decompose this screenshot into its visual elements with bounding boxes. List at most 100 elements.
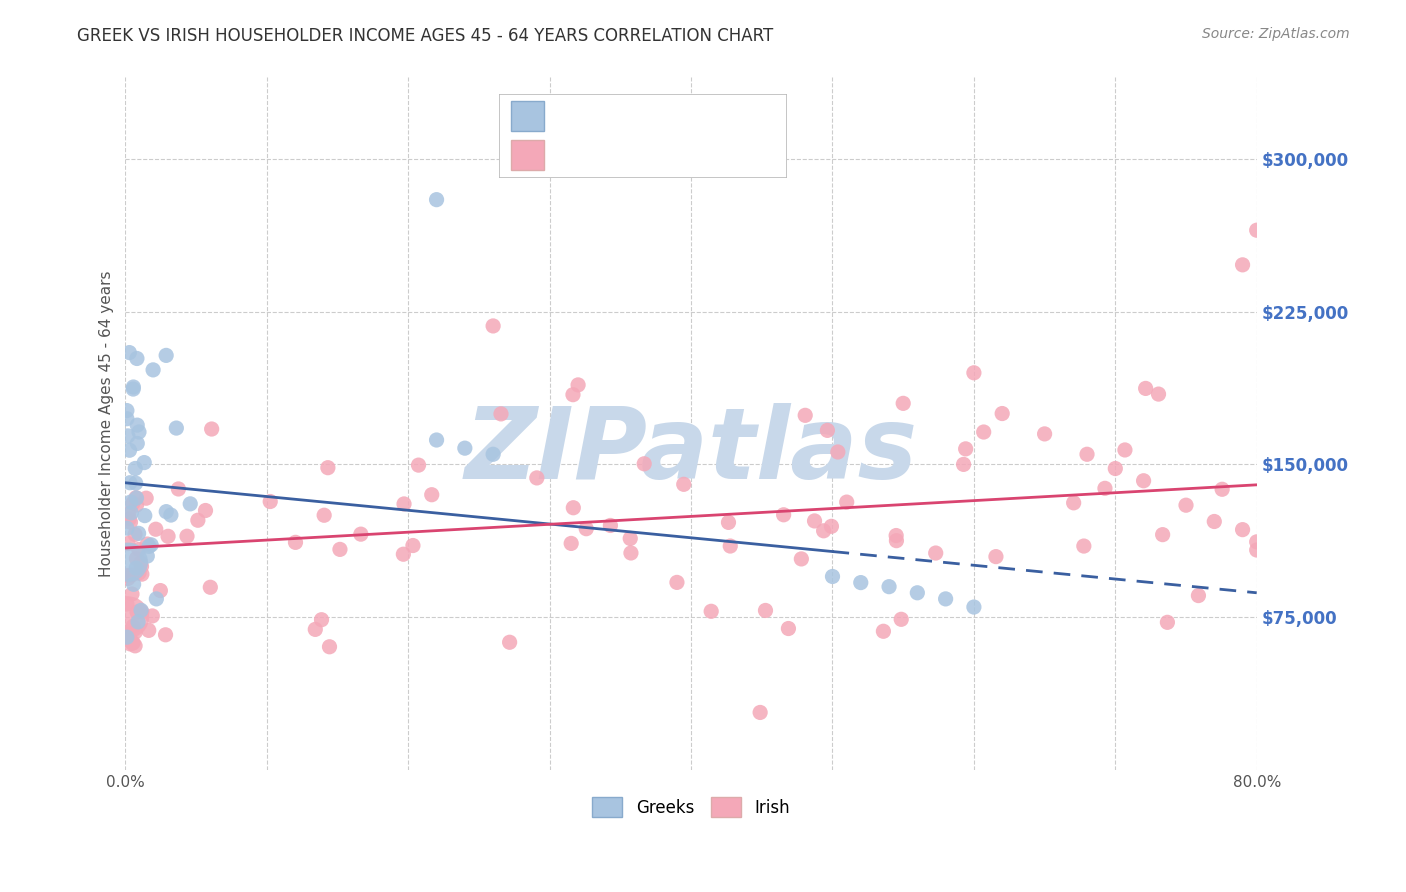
Point — [128, 542, 150, 557]
Point — [115, 597, 138, 611]
Point — [620, 546, 643, 560]
Point — [125, 491, 148, 505]
Point — [157, 529, 180, 543]
Point — [815, 423, 838, 437]
Point — [952, 458, 974, 472]
Point — [311, 613, 333, 627]
Point — [599, 518, 621, 533]
FancyBboxPatch shape — [510, 102, 544, 131]
Point — [136, 549, 159, 563]
Point — [1132, 474, 1154, 488]
Point — [498, 635, 520, 649]
Point — [1274, 270, 1296, 285]
Point — [392, 497, 415, 511]
Point — [167, 482, 190, 496]
Point — [115, 521, 138, 535]
Point — [120, 637, 142, 651]
Point — [905, 586, 928, 600]
Point — [1386, 604, 1406, 618]
Point — [849, 575, 872, 590]
Point — [1204, 515, 1226, 529]
Point — [122, 382, 145, 396]
Point — [1274, 555, 1296, 569]
Point — [1114, 442, 1136, 457]
Point — [136, 537, 159, 551]
Point — [138, 624, 160, 638]
Text: R =: R = — [554, 147, 588, 162]
Point — [1232, 258, 1254, 272]
Point — [125, 561, 148, 575]
Point — [121, 587, 143, 601]
Point — [1033, 426, 1056, 441]
Point — [1152, 527, 1174, 541]
Text: ZIPatlas: ZIPatlas — [464, 403, 918, 500]
Point — [141, 538, 163, 552]
Point — [122, 496, 145, 510]
Point — [125, 498, 148, 512]
Point — [121, 568, 143, 582]
Point — [125, 551, 148, 566]
Point — [155, 348, 177, 362]
Point — [179, 497, 201, 511]
Text: R =: R = — [554, 108, 588, 123]
Text: Source: ZipAtlas.com: Source: ZipAtlas.com — [1202, 27, 1350, 41]
Point — [124, 624, 146, 639]
Point — [891, 396, 914, 410]
Point — [820, 519, 842, 533]
Point — [1156, 615, 1178, 630]
Point — [813, 524, 835, 538]
Point — [803, 514, 825, 528]
Point — [489, 407, 512, 421]
Text: N =: N = — [672, 108, 706, 123]
Point — [973, 425, 995, 439]
Point — [145, 591, 167, 606]
Point — [482, 318, 505, 333]
Point — [127, 418, 149, 433]
Point — [408, 458, 430, 472]
Point — [562, 387, 585, 401]
Point — [886, 533, 908, 548]
Point — [872, 624, 894, 639]
Point — [454, 441, 477, 455]
Point — [884, 528, 907, 542]
Point — [259, 494, 281, 508]
Text: 46: 46 — [713, 108, 734, 123]
Point — [122, 636, 145, 650]
Point — [1063, 496, 1085, 510]
Point — [1232, 523, 1254, 537]
Point — [145, 522, 167, 536]
Point — [567, 378, 589, 392]
Point — [1187, 589, 1209, 603]
Point — [1094, 481, 1116, 495]
Point — [827, 445, 849, 459]
Point — [128, 526, 150, 541]
Point — [118, 512, 141, 526]
Text: 133: 133 — [713, 147, 744, 162]
Point — [120, 515, 142, 529]
Point — [160, 508, 183, 522]
Point — [560, 536, 582, 550]
Point — [117, 429, 139, 443]
Point — [142, 363, 165, 377]
Point — [794, 409, 817, 423]
FancyBboxPatch shape — [499, 94, 787, 178]
Point — [790, 552, 813, 566]
Point — [562, 500, 585, 515]
Point — [575, 522, 598, 536]
Point — [772, 508, 794, 522]
Text: 0.139: 0.139 — [595, 147, 643, 162]
Point — [122, 380, 145, 394]
Point — [890, 612, 912, 626]
Point — [131, 559, 153, 574]
Point — [125, 605, 148, 619]
FancyBboxPatch shape — [510, 140, 544, 169]
Point — [1104, 461, 1126, 475]
Point — [835, 495, 858, 509]
Point — [425, 433, 447, 447]
Point — [115, 630, 138, 644]
Point — [1076, 447, 1098, 461]
Point — [619, 532, 641, 546]
Point — [350, 527, 373, 541]
Point — [665, 575, 688, 590]
Point — [718, 539, 741, 553]
